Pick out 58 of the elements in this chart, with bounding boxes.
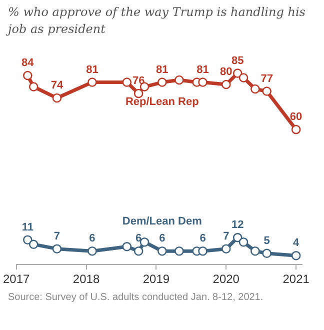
x-tick-label: 2020 bbox=[212, 272, 240, 286]
data-label: 81 bbox=[86, 64, 98, 76]
data-label: 85 bbox=[231, 54, 244, 67]
point bbox=[122, 242, 132, 252]
data-label: 76 bbox=[132, 75, 145, 88]
point bbox=[157, 246, 167, 256]
data-label: 4 bbox=[293, 237, 300, 250]
point bbox=[140, 237, 150, 247]
data-label: 84 bbox=[22, 57, 35, 70]
data-label: 6 bbox=[200, 232, 206, 245]
point bbox=[174, 75, 184, 85]
point bbox=[291, 124, 301, 134]
point bbox=[134, 246, 144, 256]
point bbox=[174, 246, 184, 256]
point bbox=[262, 86, 272, 96]
point bbox=[23, 70, 32, 80]
data-label: 60 bbox=[290, 111, 302, 124]
x-tick-label: 2021 bbox=[282, 272, 310, 286]
point bbox=[198, 78, 208, 87]
data-label: 80 bbox=[220, 66, 232, 78]
point bbox=[28, 240, 38, 249]
point bbox=[291, 250, 301, 260]
data-label: 5 bbox=[264, 234, 270, 247]
point bbox=[238, 73, 248, 82]
data-label: 6 bbox=[136, 232, 142, 245]
point bbox=[122, 78, 132, 87]
source-note: Source: Survey of U.S. adults conducted Jan. 8-12, 2021. bbox=[8, 292, 264, 303]
point bbox=[250, 84, 260, 94]
data-label: 74 bbox=[50, 80, 64, 92]
data-label: 12 bbox=[231, 219, 244, 232]
point bbox=[28, 82, 38, 92]
data-label: 6 bbox=[89, 232, 96, 245]
point bbox=[88, 246, 97, 256]
point bbox=[157, 78, 167, 87]
data-label: 81 bbox=[196, 64, 209, 76]
point bbox=[262, 248, 272, 258]
data-label: 6 bbox=[159, 232, 166, 245]
point bbox=[232, 232, 242, 242]
point bbox=[52, 93, 62, 103]
data-label: 7 bbox=[223, 230, 230, 242]
x-tick-label: 2017 bbox=[2, 272, 30, 286]
point bbox=[221, 244, 231, 254]
point bbox=[198, 246, 208, 256]
data-label: 81 bbox=[156, 64, 168, 76]
point bbox=[238, 237, 248, 247]
series-label: Dem/Lean Dem bbox=[122, 216, 202, 228]
series-label: Rep/Lean Rep bbox=[125, 96, 200, 108]
x-tick-label: 2018 bbox=[72, 272, 100, 286]
point bbox=[52, 244, 62, 254]
point bbox=[250, 246, 260, 256]
chart-title: % who approve of the way Trump is handling his job as president bbox=[8, 4, 306, 38]
data-label: 7 bbox=[54, 230, 60, 242]
data-label: 77 bbox=[260, 72, 273, 85]
data-label: 11 bbox=[22, 221, 34, 234]
point bbox=[88, 78, 97, 87]
point bbox=[232, 68, 242, 78]
x-tick-label: 2019 bbox=[142, 272, 170, 286]
point bbox=[221, 80, 231, 90]
